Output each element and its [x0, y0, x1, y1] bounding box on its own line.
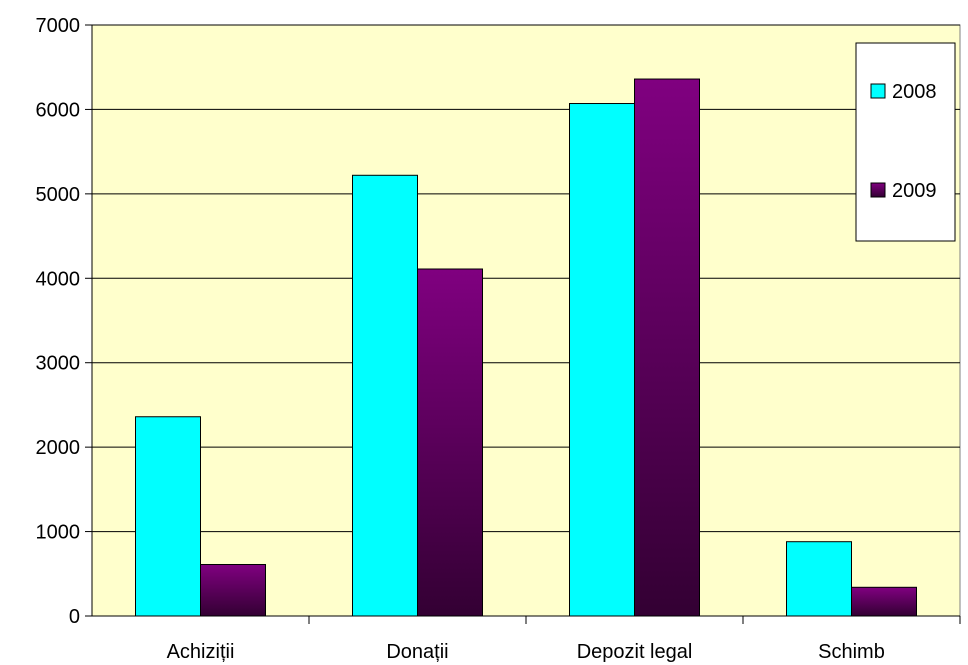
x-category-label: Achiziții: [167, 641, 235, 663]
x-category-label: Donații: [386, 641, 448, 663]
bar-2009-0: [200, 563, 266, 617]
bars: [135, 78, 917, 617]
y-tick-label: 3000: [36, 353, 81, 375]
x-axis: Achiziții Donații Depozit legal Schimb: [92, 615, 961, 663]
gridlines: [92, 24, 960, 533]
y-axis: 0 1000 2000 3000 4000 5000 6000 7000: [36, 15, 93, 628]
y-tick-label: 7000: [36, 15, 81, 37]
legend-swatch-2009: [870, 182, 886, 198]
legend: 2008 2009: [855, 42, 956, 242]
bar-2009-1: [417, 268, 483, 617]
bar-2008-3: [786, 541, 852, 617]
y-tick-label: 0: [69, 606, 80, 628]
x-category-label: Depozit legal: [577, 641, 693, 663]
legend-label-2009: 2009: [892, 180, 937, 202]
legend-swatch-2008: [870, 83, 886, 99]
legend-box: [855, 42, 956, 242]
y-tick-label: 2000: [36, 437, 81, 459]
y-tick-label: 6000: [36, 99, 81, 121]
bar-2008-0: [135, 416, 201, 617]
legend-label-2008: 2008: [892, 81, 937, 103]
bar-2008-2: [569, 103, 635, 617]
bar-2009-2: [634, 78, 700, 617]
plot-area: [91, 24, 961, 617]
bar-2008-1: [352, 174, 418, 617]
y-tick-label: 1000: [36, 522, 81, 544]
y-tick-label: 5000: [36, 184, 81, 206]
x-category-label: Schimb: [818, 641, 885, 663]
bar-2009-3: [851, 586, 917, 617]
y-tick-label: 4000: [36, 268, 81, 290]
